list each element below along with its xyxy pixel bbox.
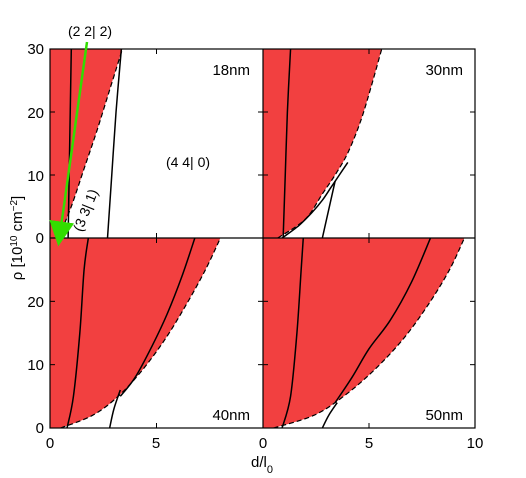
region-boundary: [57, 49, 123, 238]
panel-label-40nm: 40nm: [212, 407, 250, 424]
panel-label-30nm: 30nm: [425, 62, 463, 79]
x-tick-label: 10: [467, 435, 484, 452]
x-tick-label: 5: [152, 435, 160, 452]
annotation-4-4-0: (4 4| 0): [166, 154, 210, 170]
phase-boundary-curve: [282, 49, 292, 238]
annotation-2-2-2: (2 2| 2): [68, 23, 112, 39]
y-tick-label: 30: [27, 41, 44, 58]
region-boundary: [60, 238, 221, 428]
panel-40nm: [50, 238, 221, 428]
x-tick-label: 0: [46, 435, 54, 452]
panel-label-18nm: 18nm: [212, 62, 250, 79]
green-arrow: [49, 41, 89, 247]
phase-boundary-curve: [321, 402, 338, 428]
x-tick-label: 0: [259, 435, 267, 452]
x-axis-title: d/l0: [251, 454, 273, 476]
y-tick-label: 10: [27, 168, 44, 185]
panel-30nm: [263, 49, 383, 238]
panel-50nm: [263, 238, 465, 428]
region-fill: [50, 49, 123, 238]
phase-boundary-curve: [66, 238, 90, 428]
y-tick-label: 0: [36, 230, 44, 247]
region-fill: [263, 49, 382, 238]
region-fill: [263, 238, 465, 428]
phase-boundary-curve: [321, 181, 336, 238]
y-tick-label: 10: [27, 357, 44, 374]
phase-boundary-curve: [106, 49, 123, 238]
phase-boundary-curve: [281, 238, 305, 428]
region-boundary: [273, 238, 465, 428]
y-tick-label: 0: [36, 420, 44, 437]
phase-boundary-curve: [334, 238, 432, 404]
y-tick-label: 20: [27, 105, 44, 122]
region-fill: [50, 238, 221, 428]
x-tick-label: 5: [365, 435, 373, 452]
y-axis-title: ρ [1010 cm−2]: [9, 196, 27, 280]
phase-boundary-curve: [281, 161, 349, 238]
panel-label-50nm: 50nm: [425, 407, 463, 424]
phase-boundary-curve: [67, 49, 73, 238]
phase-boundary-curve: [119, 238, 196, 397]
y-tick-label: 20: [27, 294, 44, 311]
panel-18nm: [50, 49, 123, 238]
phase-boundary-curve: [108, 389, 122, 428]
